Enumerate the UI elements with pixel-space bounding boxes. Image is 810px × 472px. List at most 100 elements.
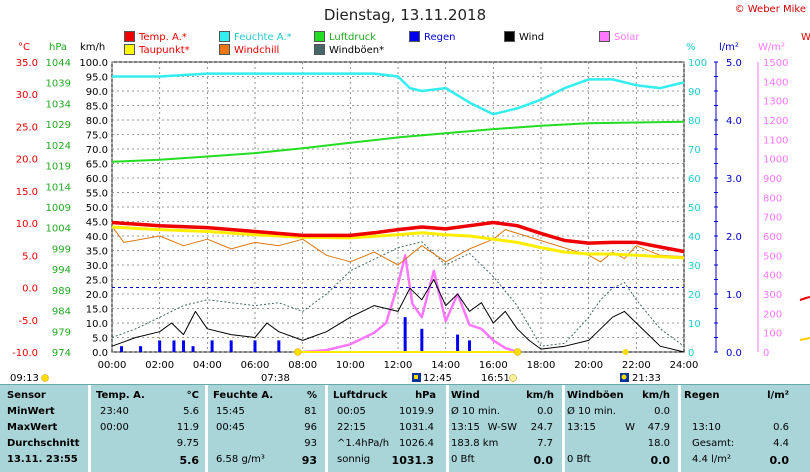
sunrise-icon (294, 348, 302, 356)
legend-item: Windböen* (314, 44, 384, 56)
legend-swatch (599, 31, 610, 42)
pressure-tick-label: 999 (52, 244, 71, 255)
wind-tick-label: 0.0 (92, 348, 108, 359)
stats-humidity-value: 93 (304, 438, 317, 449)
wind-tick-label: 10.0 (86, 319, 108, 330)
solar-tick-label: 500 (763, 251, 782, 262)
legend-swatch (124, 31, 135, 42)
wind-tick-label: 100.0 (79, 58, 108, 69)
humidity-tick-label: 90 (688, 87, 701, 98)
rain-bar (456, 334, 460, 352)
x-tick-label: 00:00 (98, 360, 127, 371)
series-solar-line (302, 254, 518, 354)
stats-row-label: Durchschnitt (7, 438, 80, 449)
stats-humidity-time: 15:45 (216, 406, 245, 417)
wind-tick-label: 65.0 (86, 160, 108, 171)
rain-bar (172, 340, 176, 352)
legend-label: Taupunkt* (139, 45, 190, 56)
stats-temp-value: 9.75 (176, 438, 199, 449)
rain-tick-label: 1.0 (726, 290, 742, 301)
pressure-tick-label: 994 (52, 265, 71, 276)
solar-tick-label: 1500 (763, 58, 788, 69)
rain-tick-label: 3.0 (726, 174, 742, 185)
stats-header-sensor: Sensor (7, 390, 46, 401)
legend-label: Feuchte A.* (234, 32, 292, 43)
legend-item: Feuchte A.* (219, 31, 292, 43)
wind-tick-label: 50.0 (86, 203, 108, 214)
legend-item: Temp. A.* (124, 31, 187, 43)
humidity-tick-label: 10 (688, 319, 701, 330)
stats-temp-value: 5.6 (183, 406, 199, 417)
pressure-tick-label: 1029 (46, 120, 71, 131)
pressure-tick-label: 1004 (46, 224, 71, 235)
pressure-tick-label: 1024 (46, 141, 71, 152)
moon-label: 21:33 (632, 373, 661, 384)
stats-pressure-time: 22:15 (337, 422, 366, 433)
legend-swatch (314, 31, 325, 42)
solar-tick-label: 300 (763, 290, 782, 301)
temp-tick-label: 25.0 (16, 122, 38, 133)
temp-tick-label: 30.0 (16, 90, 38, 101)
x-tick-label: 06:00 (241, 360, 270, 371)
stats-rain-value: 0.6 (773, 422, 789, 433)
stats-rain-value: 0.0 (769, 454, 790, 467)
series-windben-line (111, 241, 685, 347)
solar-tick-label: 200 (763, 309, 782, 320)
axis-header-temp: °C (18, 42, 30, 53)
temp-tick-label: 15.0 (16, 187, 38, 198)
wind-tick-label: 75.0 (86, 131, 108, 142)
stats-wind-value: 7.7 (537, 438, 553, 449)
stats-wind-time: 183.8 km (451, 438, 499, 449)
stats-wind-direction: W-SW (487, 422, 517, 433)
edge-temp-fragment (799, 296, 810, 301)
stats-header-unit: km/h (526, 390, 554, 401)
stats-header-pressure: Luftdruck (333, 390, 388, 401)
solar-tick-label: 700 (763, 213, 782, 224)
wind-tick-label: 85.0 (86, 102, 108, 113)
axis-header-wind: km/h (80, 42, 105, 53)
stats-column-separator (88, 385, 91, 472)
sunset-label: 16:51 (481, 373, 510, 384)
wind-tick-label: 5.0 (92, 334, 108, 345)
solar-tick-label: 600 (763, 232, 782, 243)
noon-icon-inner (414, 375, 418, 379)
wind-tick-label: 80.0 (86, 116, 108, 127)
x-tick-label: 16:00 (479, 360, 508, 371)
stats-header-unit: °C (186, 390, 199, 401)
stats-temp-time: 23:40 (100, 406, 129, 417)
temp-tick-label: -5.0 (18, 316, 38, 327)
stats-pressure-value: 1031.4 (399, 422, 434, 433)
stats-wind-value: 0.0 (537, 406, 553, 417)
x-tick-label: 22:00 (622, 360, 651, 371)
stats-header-unit: % (306, 390, 317, 401)
stats-humidity-time: 6.58 g/m³ (216, 454, 265, 465)
stats-gust-value: 47.9 (647, 422, 670, 433)
sunrise-label: 07:38 (261, 373, 290, 384)
legend-label: Solar (614, 32, 640, 43)
rain-tick-label: 2.0 (726, 232, 742, 243)
series-taupunkt-line (111, 225, 685, 260)
temp-tick-label: 20.0 (16, 155, 38, 166)
stats-gust-value: 0.0 (654, 406, 670, 417)
pressure-tick-label: 1034 (46, 99, 71, 110)
legend-swatch (219, 44, 230, 55)
rain-bar (420, 328, 424, 352)
stats-gust-time: 13:15 (567, 422, 596, 433)
legend-item: Regen (409, 31, 456, 43)
stats-row-label: 13.11. 23:55 (7, 454, 78, 465)
legend-label: Wind (519, 32, 545, 43)
wind-tick-label: 60.0 (86, 174, 108, 185)
pressure-tick-label: 1019 (46, 162, 71, 173)
axis-header-rain: l/m² (719, 42, 739, 53)
rain-bar (182, 340, 185, 352)
stats-temp-value: 5.6 (179, 454, 200, 467)
stats-gust-direction: W (625, 422, 635, 433)
stats-row-label: MaxWert (7, 422, 58, 433)
rain-bar (468, 340, 471, 352)
solar-tick-label: 900 (763, 174, 782, 185)
stats-header-wind: Wind (451, 390, 480, 401)
legend-label: Regen (424, 32, 456, 43)
moon-marker-dot (622, 349, 629, 355)
legend-item: Solar (599, 31, 639, 43)
solar-tick-label: 1400 (763, 77, 788, 88)
